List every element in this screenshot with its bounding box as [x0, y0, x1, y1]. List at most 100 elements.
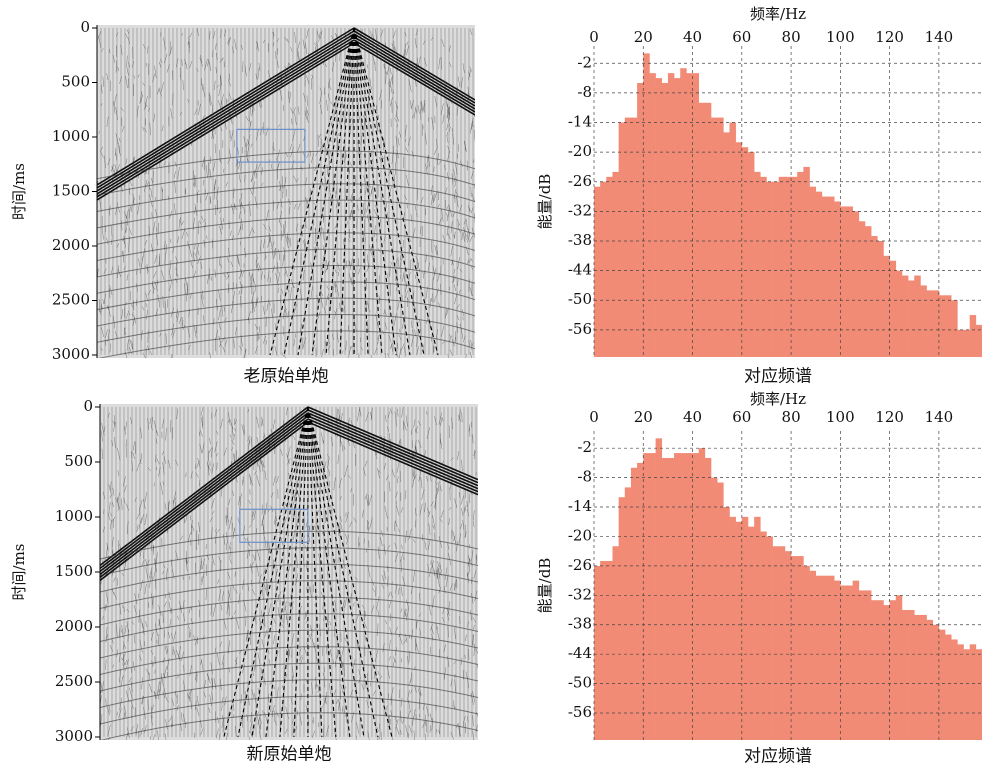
bar	[883, 256, 889, 357]
bar	[828, 576, 834, 740]
bar	[754, 517, 760, 740]
x-tick-label: 120	[875, 28, 904, 46]
bar	[883, 605, 889, 740]
bar	[840, 206, 846, 357]
bar	[803, 167, 809, 357]
x-tick-label: 40	[683, 408, 702, 426]
bar	[612, 546, 618, 740]
bar	[847, 206, 853, 357]
bar	[686, 73, 692, 357]
x-axis-title: 频率/Hz	[750, 5, 806, 23]
bar	[865, 590, 871, 740]
y-tick-label: -38	[568, 615, 592, 633]
y-axis-title: 时间/ms	[10, 544, 28, 601]
bar	[717, 483, 723, 741]
bar	[939, 295, 945, 357]
bar	[927, 620, 933, 740]
bar	[754, 172, 760, 357]
x-tick-label: 120	[875, 408, 904, 426]
bar	[964, 649, 970, 740]
caption: 老原始单炮	[244, 367, 329, 387]
bar	[822, 576, 828, 740]
y-tick-label: 500	[61, 73, 90, 91]
y-tick-label: -26	[568, 172, 592, 190]
x-tick-label: 40	[683, 28, 702, 46]
bar	[834, 202, 840, 358]
bar	[773, 546, 779, 740]
bar	[637, 463, 643, 740]
bar	[951, 639, 957, 740]
bar	[656, 438, 662, 740]
bar	[791, 556, 797, 740]
bar	[920, 615, 926, 740]
bar	[656, 78, 662, 357]
bar	[976, 649, 982, 740]
bar	[810, 571, 816, 740]
bar	[828, 197, 834, 357]
bar	[797, 556, 803, 740]
y-tick-label: -56	[568, 703, 592, 721]
y-tick-label: -14	[568, 497, 592, 515]
bar	[631, 468, 637, 740]
y-tick-label: 1500	[55, 562, 93, 580]
bar	[902, 276, 908, 357]
x-tick-label: 100	[826, 408, 855, 426]
y-tick-label: -14	[568, 113, 592, 131]
y-tick-label: -50	[568, 290, 592, 308]
bar	[853, 211, 859, 357]
bar	[649, 453, 655, 740]
bar	[951, 300, 957, 357]
bar	[877, 600, 883, 740]
bar	[711, 118, 717, 357]
bar	[662, 458, 668, 740]
bar	[736, 142, 742, 357]
y-tick-label: -2	[577, 53, 592, 71]
bar	[736, 522, 742, 740]
bar	[957, 644, 963, 740]
x-axis-title: 频率/Hz	[750, 390, 806, 408]
bar	[705, 458, 711, 740]
bar	[619, 123, 625, 357]
bar	[668, 73, 674, 357]
bar	[859, 221, 865, 357]
bar	[637, 83, 643, 357]
bar	[865, 226, 871, 357]
bar	[594, 187, 600, 357]
bar	[699, 448, 705, 740]
bar	[964, 330, 970, 357]
seismic-background	[100, 404, 478, 740]
bar	[945, 635, 951, 740]
bar	[896, 595, 902, 740]
bar	[643, 453, 649, 740]
bar	[766, 536, 772, 740]
seismic-image	[99, 404, 479, 745]
x-tick-label: 100	[826, 28, 855, 46]
y-tick-label: -8	[577, 468, 592, 486]
bar	[742, 517, 748, 740]
x-tick-label: 0	[589, 28, 599, 46]
bar	[970, 315, 976, 357]
bar	[847, 586, 853, 741]
bar	[748, 527, 754, 740]
y-tick-label: -32	[568, 585, 592, 603]
y-tick-label: -50	[568, 674, 592, 692]
y-tick-label: 3000	[52, 345, 90, 363]
bar	[890, 600, 896, 740]
x-tick-label: 0	[589, 408, 599, 426]
bar	[619, 497, 625, 740]
bar	[970, 644, 976, 740]
bar	[705, 103, 711, 357]
y-tick-label: 1000	[52, 127, 90, 145]
bar	[600, 182, 606, 357]
y-tick-label: -38	[568, 231, 592, 249]
bar	[643, 53, 649, 357]
bar	[729, 123, 735, 357]
y-tick-label: 1000	[55, 507, 93, 525]
y-tick-label: -2	[577, 438, 592, 456]
y-tick-label: 2000	[55, 617, 93, 635]
bar	[766, 182, 772, 357]
bar	[717, 118, 723, 357]
figure: 050010001500200025003000时间/ms老原始单炮-2-8-1…	[0, 0, 982, 764]
bar	[680, 68, 686, 357]
bar	[748, 152, 754, 357]
